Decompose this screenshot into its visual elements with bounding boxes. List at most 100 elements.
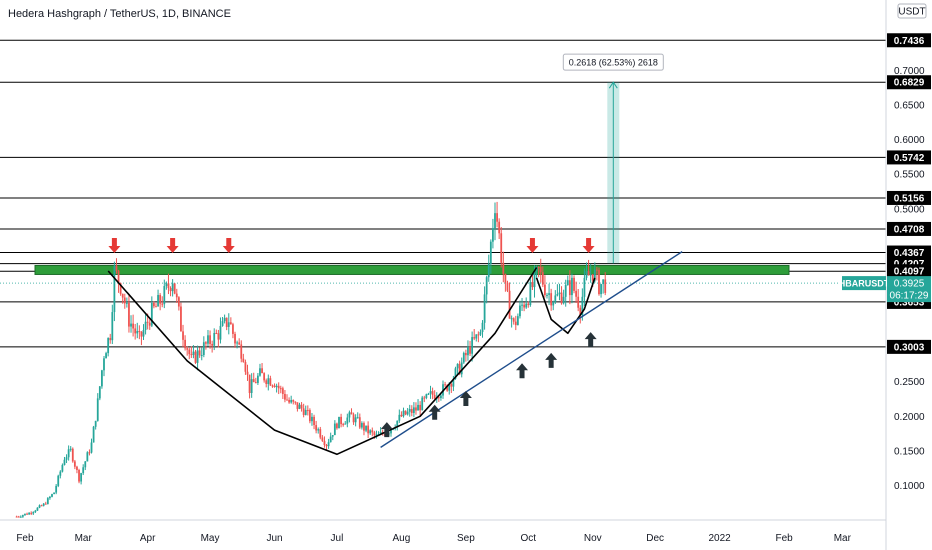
candle-body: [34, 510, 37, 513]
candle-body: [533, 270, 536, 288]
candle-body: [86, 452, 89, 462]
up-arrow-icon: [584, 332, 597, 348]
candle-body: [146, 321, 149, 323]
candle-body: [306, 410, 309, 412]
candle-body: [73, 461, 76, 467]
candle-body: [440, 395, 442, 399]
candle-body: [232, 324, 234, 334]
candle-body: [514, 321, 517, 326]
candle-body: [390, 429, 392, 434]
candle-body: [398, 414, 401, 421]
measure-tool: 0.2618 (62.53%) 2618: [562, 53, 664, 264]
candle-body: [46, 498, 49, 505]
candle-body: [107, 338, 110, 354]
candle-body: [352, 414, 355, 423]
candle-body: [94, 420, 97, 427]
last-price-box: [887, 276, 931, 303]
candle-body: [571, 277, 573, 296]
candle-body: [284, 393, 286, 400]
candle-body: [159, 294, 162, 304]
level-price-label: 0.4097: [894, 267, 925, 278]
candle-body: [211, 343, 214, 346]
candle-body: [263, 373, 266, 381]
candle-body: [596, 269, 598, 271]
candle-body: [26, 513, 28, 515]
candle-body: [165, 283, 168, 287]
candle-body: [246, 371, 249, 375]
handle-curve: [535, 277, 596, 335]
measure-arrow: [608, 81, 618, 89]
candle-body: [294, 401, 297, 403]
candle-body: [417, 404, 419, 411]
candle-body: [577, 296, 580, 308]
candle-body: [564, 285, 567, 297]
level-price-box: [887, 245, 931, 260]
level-price-label: 0.5156: [894, 193, 925, 204]
candle-body: [67, 449, 70, 458]
candle-body: [575, 290, 578, 297]
candle-body: [492, 228, 494, 242]
candle-body: [167, 283, 170, 288]
candle-body: [558, 292, 561, 294]
candle-body: [177, 297, 180, 307]
candle-body: [452, 378, 455, 387]
candle-body: [525, 303, 528, 308]
x-tick-label: Dec: [646, 533, 664, 544]
candle-body: [281, 388, 284, 394]
candle-body: [169, 287, 172, 292]
x-tick-label: Feb: [775, 533, 793, 544]
candle-body: [554, 295, 557, 303]
up-arrow-icon: [545, 352, 558, 368]
candle-body: [483, 294, 486, 323]
candle-body: [217, 333, 220, 340]
candle-body: [261, 368, 263, 374]
candle-body: [105, 353, 107, 359]
candle-body: [117, 270, 120, 284]
candle-body: [487, 263, 490, 278]
candle-body: [223, 317, 226, 322]
candle-body: [498, 221, 501, 234]
candle-body: [273, 385, 276, 388]
candle-body: [288, 399, 290, 403]
candle-body: [196, 350, 199, 363]
candle-body: [600, 284, 602, 295]
currency-badge: [897, 3, 927, 19]
candle-body: [202, 342, 205, 355]
candle-body: [566, 280, 569, 286]
candle-body: [200, 354, 203, 356]
x-tick-label: Feb: [16, 533, 34, 544]
candle-body: [69, 448, 72, 450]
candle-body: [76, 466, 78, 471]
candle-body: [28, 512, 31, 515]
candle-body: [336, 423, 338, 429]
candle-body: [408, 409, 411, 412]
candle-body: [425, 394, 428, 398]
candle-body: [342, 424, 345, 426]
candle-body: [419, 404, 422, 411]
pattern-curves: [107, 251, 683, 456]
candle-body: [53, 492, 55, 495]
candle-body: [548, 293, 550, 295]
candle-body: [38, 505, 41, 508]
candle-body: [560, 292, 563, 304]
candle-body: [296, 402, 299, 409]
y-tick-label: 0.2500: [894, 377, 925, 388]
candle-body: [236, 342, 238, 344]
up-arrow-icon: [516, 363, 529, 379]
candle-body: [481, 322, 484, 333]
candle-body: [186, 348, 189, 350]
candle-body: [32, 512, 35, 514]
candle-body: [123, 297, 126, 304]
candle-body: [115, 265, 118, 271]
candle-body: [544, 284, 546, 296]
chart-title: Hedera Hashgraph / TetherUS, 1D, BINANCE: [8, 8, 231, 20]
candle-body: [244, 361, 247, 372]
down-arrow-icon: [222, 238, 235, 253]
currency-label: USDT: [898, 7, 925, 18]
candle-body: [215, 332, 218, 334]
candle-body: [448, 384, 451, 391]
x-tick-label: Apr: [140, 533, 156, 544]
candle-body: [344, 423, 347, 425]
candle-body: [275, 385, 278, 388]
